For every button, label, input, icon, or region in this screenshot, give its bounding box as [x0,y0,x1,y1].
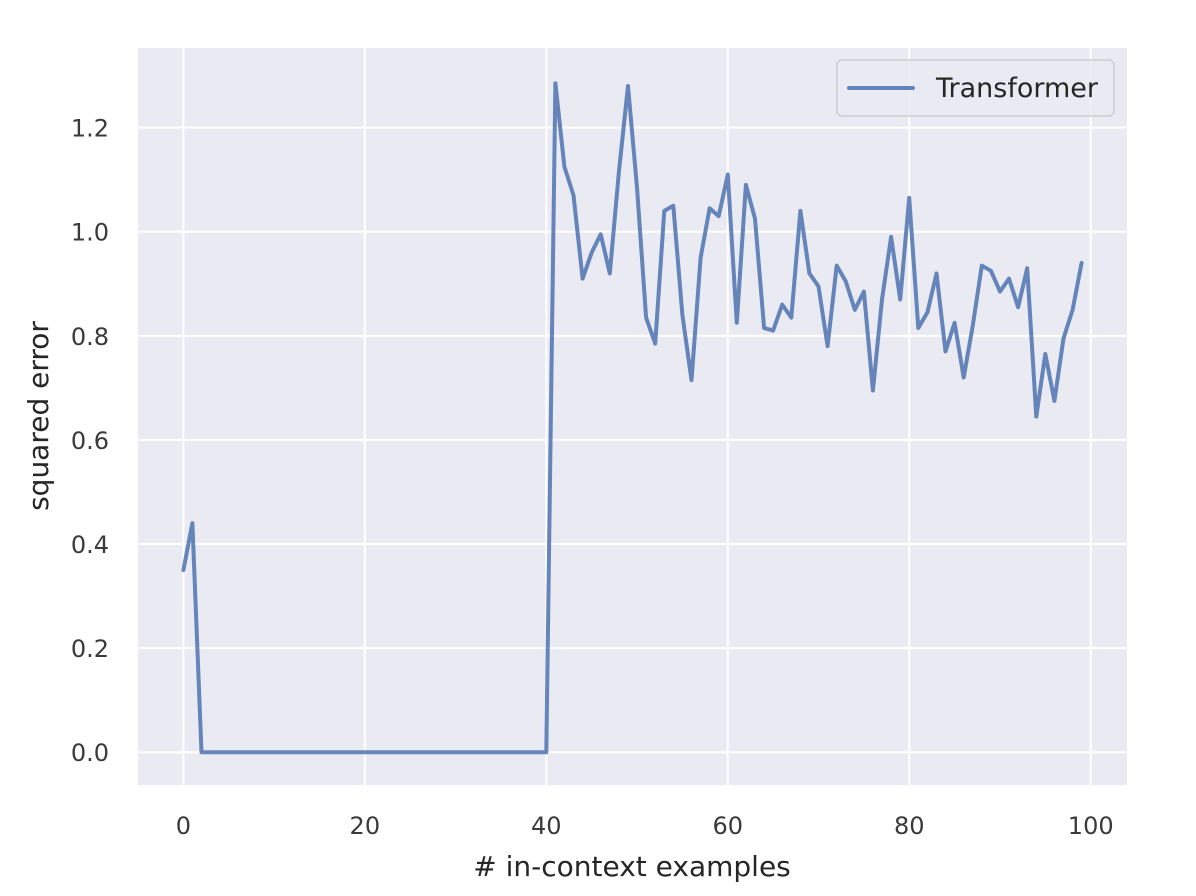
plot-area [138,48,1127,785]
y-tick-label: 1.2 [71,115,109,143]
x-tick-label: 80 [894,812,925,840]
x-tick-label: 40 [531,812,562,840]
x-tick-label: 0 [176,812,191,840]
legend-box [836,59,1115,117]
x-tick-labels: 0 20 40 60 80 100 [176,812,1114,840]
y-tick-labels: 0.0 0.2 0.4 0.6 0.8 1.0 1.2 [71,115,109,768]
series-layer [181,81,1084,755]
y-tick-label: 0.0 [71,739,109,767]
y-axis-label: squared error [22,321,55,511]
y-tick-label: 1.0 [71,219,109,247]
series-line-transformer [181,81,1084,755]
y-tick-label: 0.4 [71,531,109,559]
x-axis-label: # in-context examples [473,850,791,883]
x-tick-label: 100 [1068,812,1114,840]
legend: Transformer [836,59,1115,117]
x-tick-label: 20 [350,812,381,840]
legend-label: Transformer [935,73,1099,104]
grid [138,48,1127,785]
y-tick-label: 0.2 [71,635,109,663]
y-tick-label: 0.8 [71,323,109,351]
y-tick-label: 0.6 [71,427,109,455]
x-tick-label: 60 [712,812,743,840]
